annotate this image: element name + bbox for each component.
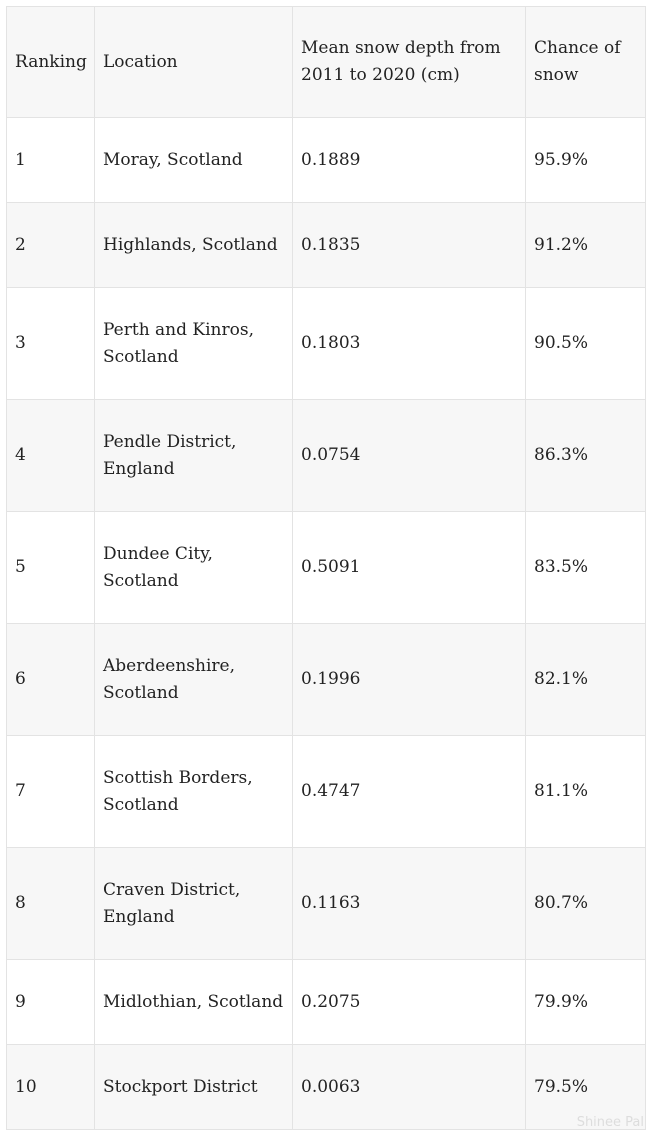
cell-rank: 9 [6, 959, 95, 1045]
cell-rank: 10 [6, 1044, 95, 1130]
cell-chance: 86.3% [525, 399, 646, 512]
table-row: 1 Moray, Scotland 0.1889 95.9% [6, 117, 646, 203]
cell-chance: 81.1% [525, 735, 646, 848]
table-row: 8 Craven District, England 0.1163 80.7% [6, 847, 646, 960]
cell-chance: 91.2% [525, 202, 646, 288]
table-row: 6 Aberdeenshire, Scotland 0.1996 82.1% [6, 623, 646, 736]
cell-rank: 7 [6, 735, 95, 848]
table-row: 4 Pendle District, England 0.0754 86.3% [6, 399, 646, 512]
cell-rank: 8 [6, 847, 95, 960]
cell-chance: 95.9% [525, 117, 646, 203]
cell-location: Pendle District, England [94, 399, 293, 512]
cell-location: Dundee City, Scotland [94, 511, 293, 624]
snow-ranking-table: Ranking Location Mean snow depth from 20… [6, 6, 646, 1130]
cell-depth: 0.1835 [292, 202, 526, 288]
cell-location: Midlothian, Scotland [94, 959, 293, 1045]
cell-location: Scottish Borders, Scotland [94, 735, 293, 848]
cell-depth: 0.0754 [292, 399, 526, 512]
cell-depth: 0.1889 [292, 117, 526, 203]
cell-depth: 0.1996 [292, 623, 526, 736]
cell-chance: 83.5% [525, 511, 646, 624]
header-ranking: Ranking [6, 6, 95, 118]
header-location: Location [94, 6, 293, 118]
cell-depth: 0.4747 [292, 735, 526, 848]
cell-location: Perth and Kinros, Scotland [94, 287, 293, 400]
cell-depth: 0.1163 [292, 847, 526, 960]
cell-chance: 80.7% [525, 847, 646, 960]
header-mean-snow-depth: Mean snow depth from 2011 to 2020 (cm) [292, 6, 526, 118]
table-row: 2 Highlands, Scotland 0.1835 91.2% [6, 202, 646, 288]
header-chance-of-snow: Chance of snow [525, 6, 646, 118]
cell-location: Stockport District [94, 1044, 293, 1130]
table-header: Ranking Location Mean snow depth from 20… [6, 6, 646, 118]
cell-chance: 79.5% [525, 1044, 646, 1130]
table-row: 9 Midlothian, Scotland 0.2075 79.9% [6, 959, 646, 1045]
table-body: 1 Moray, Scotland 0.1889 95.9% 2 Highlan… [6, 117, 646, 1130]
cell-location: Craven District, England [94, 847, 293, 960]
cell-rank: 2 [6, 202, 95, 288]
table-row: 5 Dundee City, Scotland 0.5091 83.5% [6, 511, 646, 624]
cell-chance: 79.9% [525, 959, 646, 1045]
cell-location: Highlands, Scotland [94, 202, 293, 288]
cell-location: Aberdeenshire, Scotland [94, 623, 293, 736]
cell-rank: 3 [6, 287, 95, 400]
cell-rank: 6 [6, 623, 95, 736]
table-row: 7 Scottish Borders, Scotland 0.4747 81.1… [6, 735, 646, 848]
cell-depth: 0.5091 [292, 511, 526, 624]
cell-depth: 0.1803 [292, 287, 526, 400]
cell-depth: 0.2075 [292, 959, 526, 1045]
table-row: 10 Stockport District 0.0063 79.5% [6, 1044, 646, 1130]
cell-rank: 4 [6, 399, 95, 512]
header-row: Ranking Location Mean snow depth from 20… [6, 6, 646, 118]
table-row: 3 Perth and Kinros, Scotland 0.1803 90.5… [6, 287, 646, 400]
cell-depth: 0.0063 [292, 1044, 526, 1130]
cell-chance: 90.5% [525, 287, 646, 400]
cell-chance: 82.1% [525, 623, 646, 736]
cell-rank: 1 [6, 117, 95, 203]
cell-rank: 5 [6, 511, 95, 624]
cell-location: Moray, Scotland [94, 117, 293, 203]
snow-ranking-table-container: Ranking Location Mean snow depth from 20… [6, 6, 646, 1130]
watermark-text: Shinee Pal [576, 1115, 644, 1130]
